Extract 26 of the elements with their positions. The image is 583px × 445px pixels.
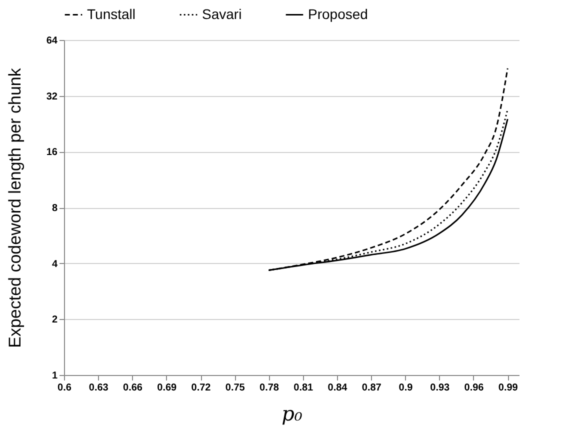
x-tick-label: 0.78 <box>260 382 280 394</box>
x-tick-label: 0.69 <box>157 382 178 394</box>
x-tick-label: 0.96 <box>464 382 484 394</box>
x-tick-label: 0.9 <box>398 382 414 394</box>
x-tick-label: 0.75 <box>225 382 246 394</box>
legend-label: Tunstall <box>87 6 136 22</box>
y-tick-label: 2 <box>52 314 58 326</box>
x-tick-label: 0.72 <box>191 382 212 394</box>
legend-label: Savari <box>202 6 242 22</box>
y-tick-label: 32 <box>46 91 58 102</box>
x-tick-label: 0.84 <box>328 382 348 394</box>
x-tick-label: 0.93 <box>430 382 450 394</box>
x-axis-title: p₀ <box>282 402 302 426</box>
y-axis-title: Expected codeword length per chunk <box>5 68 24 348</box>
x-tick-label: 0.63 <box>88 382 109 394</box>
x-tick-label: 0.6 <box>58 382 72 394</box>
y-tick-label: 4 <box>52 258 58 270</box>
x-tick-label: 0.81 <box>294 382 314 394</box>
y-tick-label: 8 <box>52 203 58 214</box>
y-tick-label: 16 <box>46 147 58 158</box>
x-tick-label: 0.99 <box>498 382 518 394</box>
y-tick-label: 64 <box>46 36 58 46</box>
legend-label: Proposed <box>308 6 368 22</box>
x-tick-label: 0.66 <box>123 382 143 394</box>
x-tick-label: 0.87 <box>362 382 382 394</box>
y-tick-label: 1 <box>52 370 58 382</box>
